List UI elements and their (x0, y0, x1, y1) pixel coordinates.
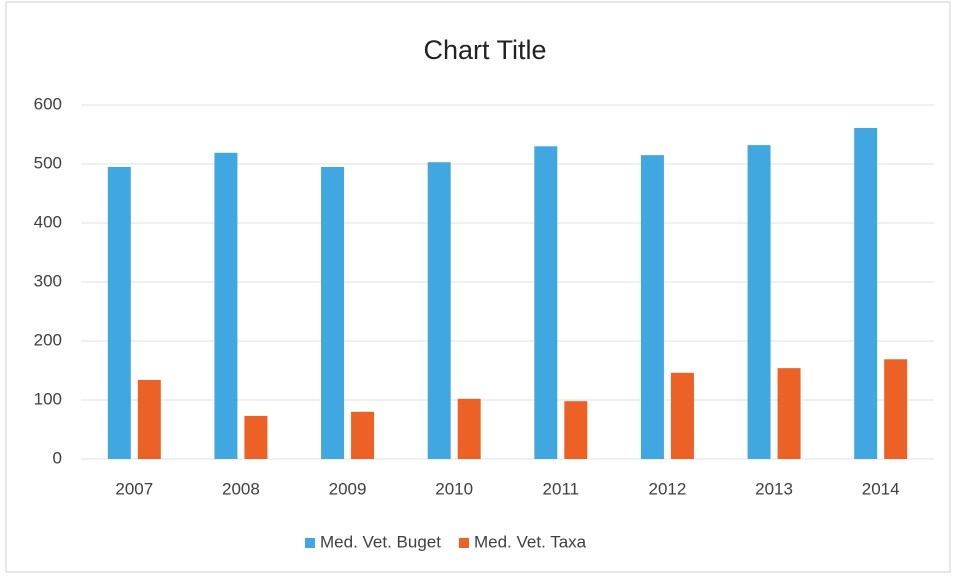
legend-label: Med. Vet. Buget (320, 532, 441, 551)
bar (107, 166, 131, 459)
y-tick-label: 500 (34, 153, 62, 172)
bar (214, 152, 238, 460)
bar (321, 166, 345, 459)
bar (351, 411, 375, 459)
legend-swatch (305, 538, 315, 548)
legend-swatch (458, 538, 469, 548)
bar (427, 162, 451, 460)
legend-label: Med. Vet. Taxa (474, 532, 587, 551)
bar (457, 398, 481, 459)
bar (854, 128, 878, 459)
x-tick-label: 2014 (862, 479, 900, 498)
x-tick-label: 2011 (543, 479, 580, 498)
y-tick-label: 300 (34, 271, 62, 290)
y-tick-label: 600 (34, 94, 62, 113)
y-tick-label: 400 (34, 212, 62, 231)
x-tick-label: 2010 (435, 479, 473, 498)
bar (640, 155, 664, 459)
bar (244, 415, 268, 459)
bar (777, 368, 801, 459)
y-tick-label: 100 (34, 389, 62, 408)
chart-title: Chart Title (423, 35, 546, 65)
bar (534, 146, 558, 460)
x-tick-label: 2012 (649, 479, 687, 498)
x-tick-label: 2007 (115, 479, 153, 498)
x-tick-label: 2008 (222, 479, 260, 498)
x-tick-label: 2009 (329, 479, 367, 498)
bar (564, 401, 588, 459)
x-tick-label: 2013 (755, 479, 793, 498)
y-tick-label: 0 (53, 448, 62, 467)
y-tick-label: 200 (34, 330, 62, 349)
bar (884, 359, 908, 459)
bar (670, 372, 694, 459)
bar (747, 145, 771, 459)
chart-frame (5, 1, 951, 573)
bar (137, 379, 161, 459)
